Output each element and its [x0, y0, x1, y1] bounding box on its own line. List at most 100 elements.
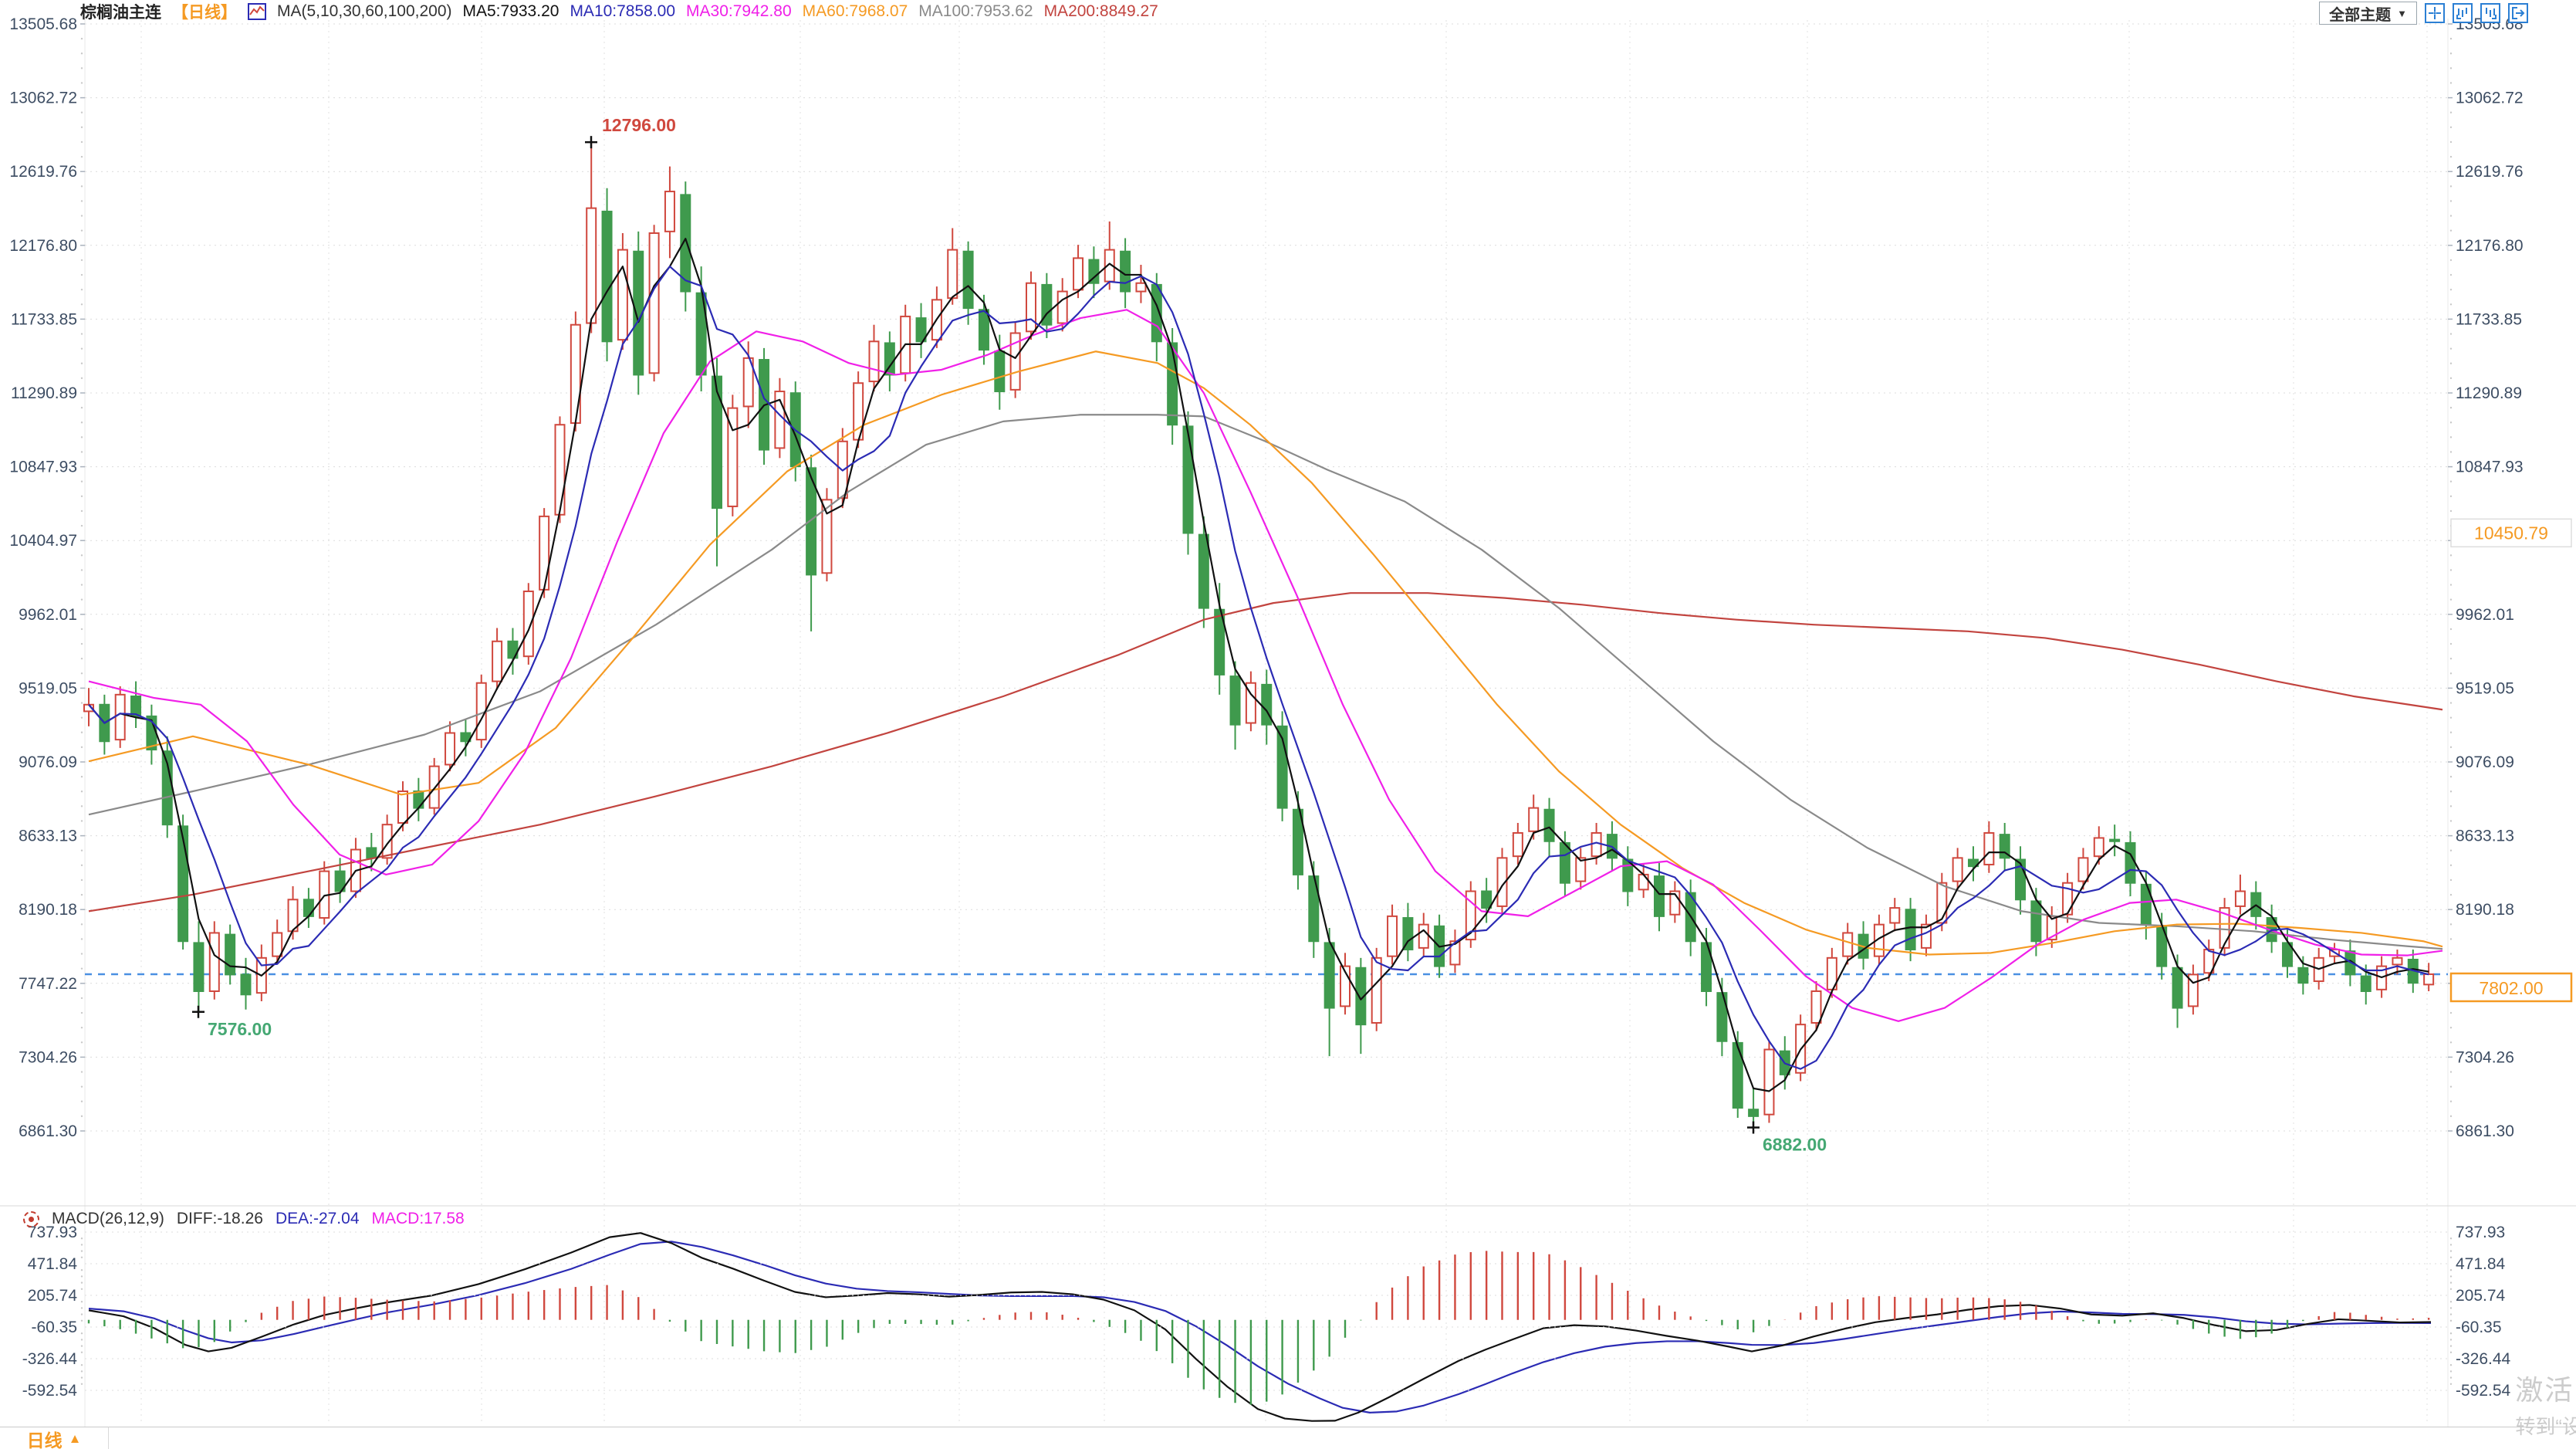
svg-text:11290.89: 11290.89 [11, 384, 77, 402]
candle-up [1371, 956, 1382, 1024]
svg-text:471.84: 471.84 [2456, 1255, 2506, 1273]
candle-down [2282, 942, 2293, 967]
candle-up [1810, 990, 1822, 1024]
candle-up [1638, 873, 1649, 891]
candle-down [1041, 283, 1053, 326]
candle-down [1355, 967, 1367, 1026]
candle-up [2392, 956, 2403, 966]
theme-dropdown-button[interactable]: 全部主题 ▼ [2319, 2, 2417, 25]
diff-line [88, 1232, 2432, 1422]
candle-down [1905, 909, 1916, 951]
line-chart-icon [248, 3, 266, 20]
svg-text:9519.05: 9519.05 [2456, 679, 2514, 697]
price-annotations: 12796.00 7576.00 6882.00 [192, 115, 1827, 1155]
svg-text:11733.85: 11733.85 [11, 310, 77, 328]
macd-histogram [87, 1251, 2430, 1405]
candle-up [554, 424, 566, 516]
indicator-settings-icon[interactable] [23, 1210, 39, 1227]
exit-chart-icon[interactable] [2508, 3, 2528, 23]
candle-up [522, 591, 534, 658]
candle-up [586, 207, 597, 324]
ma-line-ma100 [88, 414, 2443, 950]
last-price-box: 7802.00 [2479, 978, 2543, 998]
svg-text:-592.54: -592.54 [22, 1382, 78, 1400]
candle-up [2219, 907, 2230, 949]
candle-down [962, 250, 974, 310]
candle-up [821, 499, 833, 574]
candle-up [1387, 915, 1398, 957]
candle-down [1088, 259, 1100, 284]
macd-macd-value: MACD:17.58 [371, 1210, 465, 1227]
period-selector[interactable]: 日线 ▲ [0, 1427, 109, 1449]
svg-text:-60.35: -60.35 [31, 1319, 77, 1336]
candle-down [130, 695, 142, 717]
svg-text:-326.44: -326.44 [22, 1350, 78, 1368]
svg-text:13505.68: 13505.68 [9, 15, 77, 33]
candles[interactable] [83, 142, 2435, 1128]
svg-text:8633.13: 8633.13 [19, 828, 77, 845]
ma-line-ma5 [88, 238, 2429, 1092]
candle-up [1952, 857, 1963, 882]
candle-up [1936, 882, 1948, 924]
period-selector-label: 日线 [26, 1430, 63, 1449]
candle-up [1449, 940, 1461, 966]
ma10-value: MA10:7858.00 [570, 2, 676, 20]
candle-down [1292, 808, 1303, 875]
candle-up [2093, 837, 2104, 858]
ma60-value: MA60:7968.07 [802, 2, 908, 20]
candle-down [1229, 675, 1241, 726]
candle-down [1748, 1109, 1760, 1117]
candle-down [1261, 683, 1273, 726]
svg-text:6861.30: 6861.30 [19, 1122, 77, 1140]
candle-down [1481, 890, 1493, 909]
candle-down [915, 317, 927, 343]
svg-text:10847.93: 10847.93 [9, 459, 77, 476]
candle-down [240, 973, 252, 996]
svg-text:-592.54: -592.54 [2456, 1382, 2511, 1400]
candle-down [1214, 608, 1225, 675]
candle-up [428, 765, 440, 809]
ma-group-label: MA(5,10,30,60,100,200) [277, 2, 452, 20]
low-annotation: 6882.00 [1763, 1135, 1827, 1155]
dea-line [88, 1241, 2432, 1413]
candle-up [1073, 257, 1084, 291]
candle-up [1056, 290, 1068, 324]
svg-text:7304.26: 7304.26 [19, 1048, 77, 1066]
candle-up [947, 249, 958, 300]
macd-header: MACD(26,12,9) DIFF:-18.26 DEA:-27.04 MAC… [23, 1209, 465, 1229]
candle-up [617, 249, 628, 341]
ma-lines [88, 238, 2443, 1422]
triangle-up-icon: ▲ [68, 1430, 82, 1446]
candle-up [445, 732, 456, 766]
period-tag: 【日线】 [172, 4, 237, 22]
svg-text:9519.05: 9519.05 [19, 679, 77, 697]
candle-up [397, 791, 408, 824]
candle-up [1889, 907, 1901, 924]
compress-right-icon[interactable] [2480, 3, 2500, 23]
compress-left-icon[interactable] [2453, 3, 2473, 23]
candle-up [648, 232, 660, 374]
candle-down [2172, 967, 2183, 1009]
main-gridlines [85, 23, 2448, 1132]
svg-text:9962.01: 9962.01 [2456, 606, 2514, 624]
crosshair-icon[interactable] [2425, 3, 2445, 23]
date-axis-strip [0, 1427, 2576, 1449]
svg-text:8633.13: 8633.13 [2456, 828, 2514, 845]
chart-toolbar: 全部主题 ▼ [2319, 2, 2528, 25]
candle-up [1763, 1048, 1775, 1116]
svg-text:7304.26: 7304.26 [2456, 1048, 2514, 1066]
candle-up [1026, 282, 1036, 333]
candle-down [2109, 838, 2121, 842]
instrument-title: 棕榈油主连 [80, 4, 161, 22]
candle-down [1654, 875, 1665, 917]
candle-up [208, 932, 220, 992]
candle-up [2062, 882, 2074, 916]
candle-down [1182, 425, 1194, 534]
candle-down [680, 194, 691, 293]
ma5-value: MA5:7933.20 [462, 2, 559, 20]
candle-down [806, 467, 817, 576]
candle-up [1591, 831, 1602, 858]
svg-text:737.93: 737.93 [28, 1224, 77, 1241]
